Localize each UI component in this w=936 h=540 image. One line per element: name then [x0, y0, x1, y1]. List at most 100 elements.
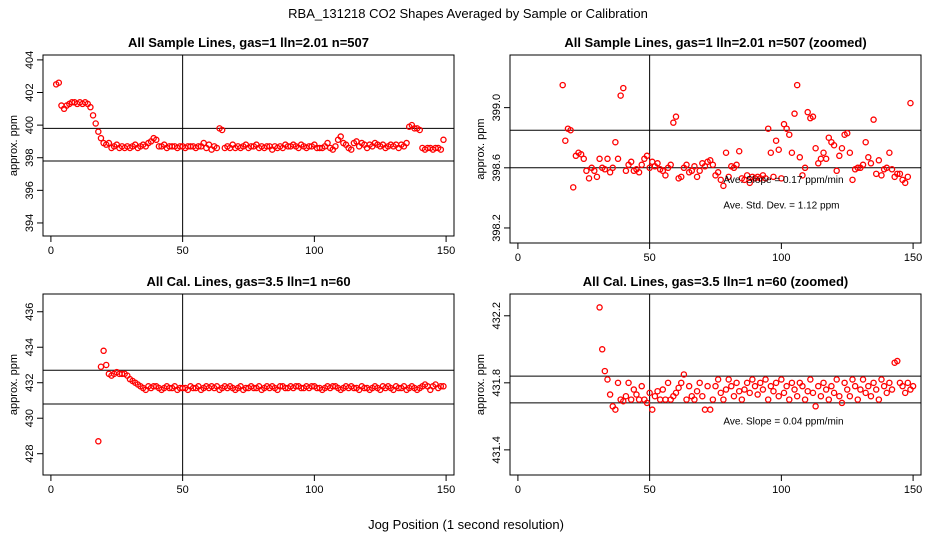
panel-4-point — [791, 386, 798, 393]
figure-title: RBA_131218 CO2 Shapes Averaged by Sample… — [288, 6, 648, 21]
panel-2-point — [654, 160, 661, 167]
panel-2-point — [620, 84, 627, 92]
panel-4-point — [901, 389, 909, 397]
panel-4-point — [662, 396, 669, 403]
panel-2-point — [691, 163, 698, 170]
panel-1-point — [218, 126, 226, 134]
panel-4-point — [899, 382, 906, 390]
panel-2-point — [796, 154, 804, 161]
panel-2-point — [606, 169, 614, 176]
panel-2-ylabel: approx. ppm — [475, 118, 487, 179]
panel-1-xtick-label: 150 — [437, 245, 455, 257]
panel-2-point — [733, 161, 740, 169]
panel-4-point — [775, 392, 782, 400]
panel-1-point — [55, 79, 63, 86]
panel-3-ytick-label: 430 — [24, 409, 36, 427]
panel-2-point — [701, 163, 709, 170]
panel-2-point — [838, 144, 846, 152]
panel-1-point — [347, 146, 355, 153]
panel-2-point — [815, 160, 822, 167]
panel-4-point — [759, 386, 767, 393]
panel-4-point — [762, 376, 769, 383]
panel-2-point — [833, 167, 840, 175]
panel-3-xtick-label: 100 — [305, 484, 323, 496]
panel-3-xtick-label: 50 — [177, 484, 189, 496]
panel-2-point — [859, 161, 867, 169]
panel-2-point — [872, 170, 880, 178]
panel-2-point — [907, 99, 914, 107]
panel-4-ylabel: approx. ppm — [475, 354, 487, 415]
panel-2-annotation: Ave. Slope = 0.17 ppm/min — [723, 175, 843, 186]
panel-2-point — [635, 169, 643, 176]
panel-1-point — [324, 139, 331, 147]
panel-4-point — [822, 386, 830, 393]
panel-2-point — [809, 113, 817, 120]
panel-3-xtick-label: 150 — [437, 484, 455, 496]
panel-4-point — [817, 392, 825, 400]
panel-4-point — [872, 386, 880, 393]
panel-2-point — [836, 152, 843, 160]
panel-2-point — [659, 167, 667, 175]
panel-2-point — [894, 170, 901, 178]
panel-2-point — [693, 173, 701, 181]
panel-2-point — [793, 81, 801, 89]
panel-2-xtick-label: 100 — [772, 252, 790, 264]
panel-4-point — [699, 392, 706, 400]
panel-4-point — [880, 382, 888, 390]
panel-4-point — [836, 392, 843, 400]
panel-2-point — [717, 176, 725, 184]
panel-4-point — [764, 396, 772, 403]
panel-4-point — [701, 406, 709, 413]
panel-2-point — [688, 167, 696, 175]
panel-2-point — [801, 164, 809, 172]
panel-4-point — [606, 391, 614, 398]
panel-1-xtick-label: 100 — [305, 245, 323, 257]
panel-4-title: All Cal. Lines, gas=3.5 lln=1 n=60 (zoom… — [583, 274, 849, 289]
panel-2-point — [670, 119, 677, 126]
panel-2-point — [722, 149, 730, 157]
panel-2-point — [788, 149, 796, 157]
panel-4-point — [741, 386, 748, 393]
panel-2-point — [696, 167, 703, 175]
panel-4-point — [830, 389, 838, 397]
panel-4-point — [788, 379, 796, 387]
panel-2-point — [812, 144, 819, 152]
panel-4-point — [875, 396, 883, 403]
panel-4-point — [598, 346, 606, 353]
panel-4-point — [757, 379, 764, 387]
panel-4-point — [904, 379, 912, 387]
panel-4-point — [680, 371, 688, 378]
panel-4-xtick-label: 100 — [772, 484, 790, 496]
panel-3-ylabel: approx. ppm — [8, 354, 20, 415]
panel-4-point — [812, 403, 819, 410]
panel-2-point — [714, 169, 722, 176]
panel-1-ytick-label: 400 — [24, 116, 36, 134]
panel-4-point — [664, 379, 672, 387]
panel-1-title: All Sample Lines, gas=1 lln=2.01 n=507 — [128, 35, 369, 50]
panel-2-point — [614, 155, 622, 163]
panel-4-point — [620, 398, 627, 405]
panel-3-frame — [42, 293, 455, 476]
panel-4-point — [851, 382, 859, 390]
panel-2-point — [741, 176, 748, 184]
panel-1-point — [153, 136, 160, 144]
panel-2-point — [643, 152, 651, 160]
panel-4-point — [601, 367, 609, 375]
panel-4-point — [654, 387, 661, 395]
panel-4-point — [646, 389, 653, 397]
panel-2-point — [770, 173, 777, 181]
panel-2-xtick-label: 150 — [904, 252, 922, 264]
panel-4-point — [743, 379, 751, 387]
panel-4-point — [649, 406, 656, 413]
panel-3-point — [97, 363, 105, 371]
panel-2-point — [846, 149, 854, 157]
panel-3-ytick-label: 432 — [24, 374, 36, 392]
panel-4-point — [722, 386, 730, 393]
panel-4-point — [651, 392, 659, 400]
panel-2-point — [854, 164, 862, 172]
panel-3-point — [440, 383, 447, 390]
panel-2-point — [601, 166, 609, 173]
panel-2-point — [593, 173, 601, 181]
panel-4-point — [843, 386, 851, 393]
